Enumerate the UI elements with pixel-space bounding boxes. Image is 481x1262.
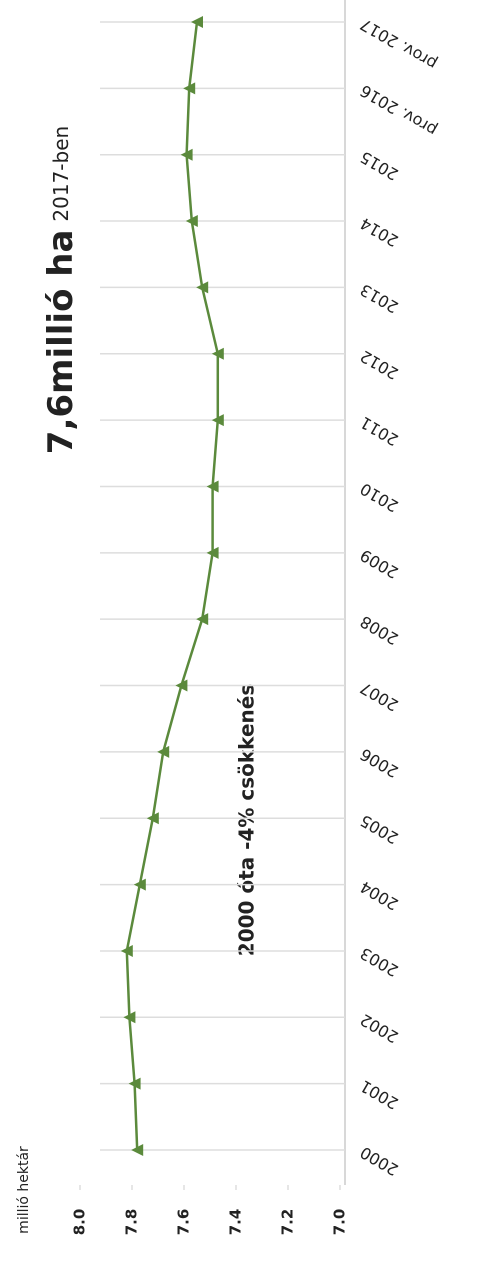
marker (211, 414, 224, 427)
x-tick-label: 2000 (357, 1143, 402, 1180)
marker (180, 148, 193, 161)
y-tick-label: 7.2 (279, 1209, 297, 1236)
marker (211, 347, 224, 360)
marker (206, 480, 219, 493)
line (125, 21, 220, 1151)
x-tick-label: 2006 (357, 745, 402, 782)
x-tick-label: 2004 (357, 877, 402, 914)
x-tick-label: 2008 (357, 612, 402, 649)
marker (191, 16, 203, 28)
marker (128, 1077, 141, 1090)
x-tick-label: 2003 (357, 944, 402, 981)
x-tick-label: 2014 (357, 214, 402, 251)
x-tick-label: prov. 2016 (357, 81, 440, 140)
marker (146, 812, 159, 825)
x-tick-label: 2009 (357, 545, 402, 582)
marker (183, 82, 196, 95)
marker (131, 1144, 144, 1156)
x-tick-label: 2011 (357, 413, 402, 450)
marker (196, 281, 209, 294)
x-tick-label: 2015 (357, 147, 402, 184)
marker (133, 878, 146, 891)
marker (157, 745, 170, 758)
x-tick-label: 2002 (357, 1010, 402, 1047)
y-tick-label: 7.8 (123, 1209, 141, 1236)
marker (175, 679, 188, 692)
chart-title-group: 7,6millió ha 2017-ben (41, 126, 81, 454)
marker (120, 944, 133, 957)
chart-subtitle: 2017-ben (49, 126, 73, 222)
marker (185, 215, 198, 228)
y-tick-label: 7.6 (175, 1209, 193, 1236)
x-tick-label: 2005 (357, 811, 402, 848)
marker (206, 546, 219, 559)
x-tick-label: 2001 (357, 1076, 402, 1113)
y-tick-label: 7.0 (331, 1209, 349, 1236)
y-tick-label: 8.0 (71, 1209, 89, 1236)
annotation: 2000 óta -4% csökkenés (235, 684, 259, 956)
x-tick-label: 2007 (357, 678, 402, 715)
y-axis-label: millió hektár (16, 1146, 32, 1234)
x-tick-label: 2013 (357, 280, 402, 317)
x-tick-label: 2010 (357, 479, 402, 516)
y-tick-label: 7.4 (227, 1209, 245, 1236)
chart-title: 7,6millió ha (41, 230, 81, 455)
x-tick-label: 2012 (357, 346, 402, 383)
marker (196, 613, 209, 626)
x-tick-label: prov. 2017 (357, 15, 440, 74)
marker (123, 1011, 136, 1024)
